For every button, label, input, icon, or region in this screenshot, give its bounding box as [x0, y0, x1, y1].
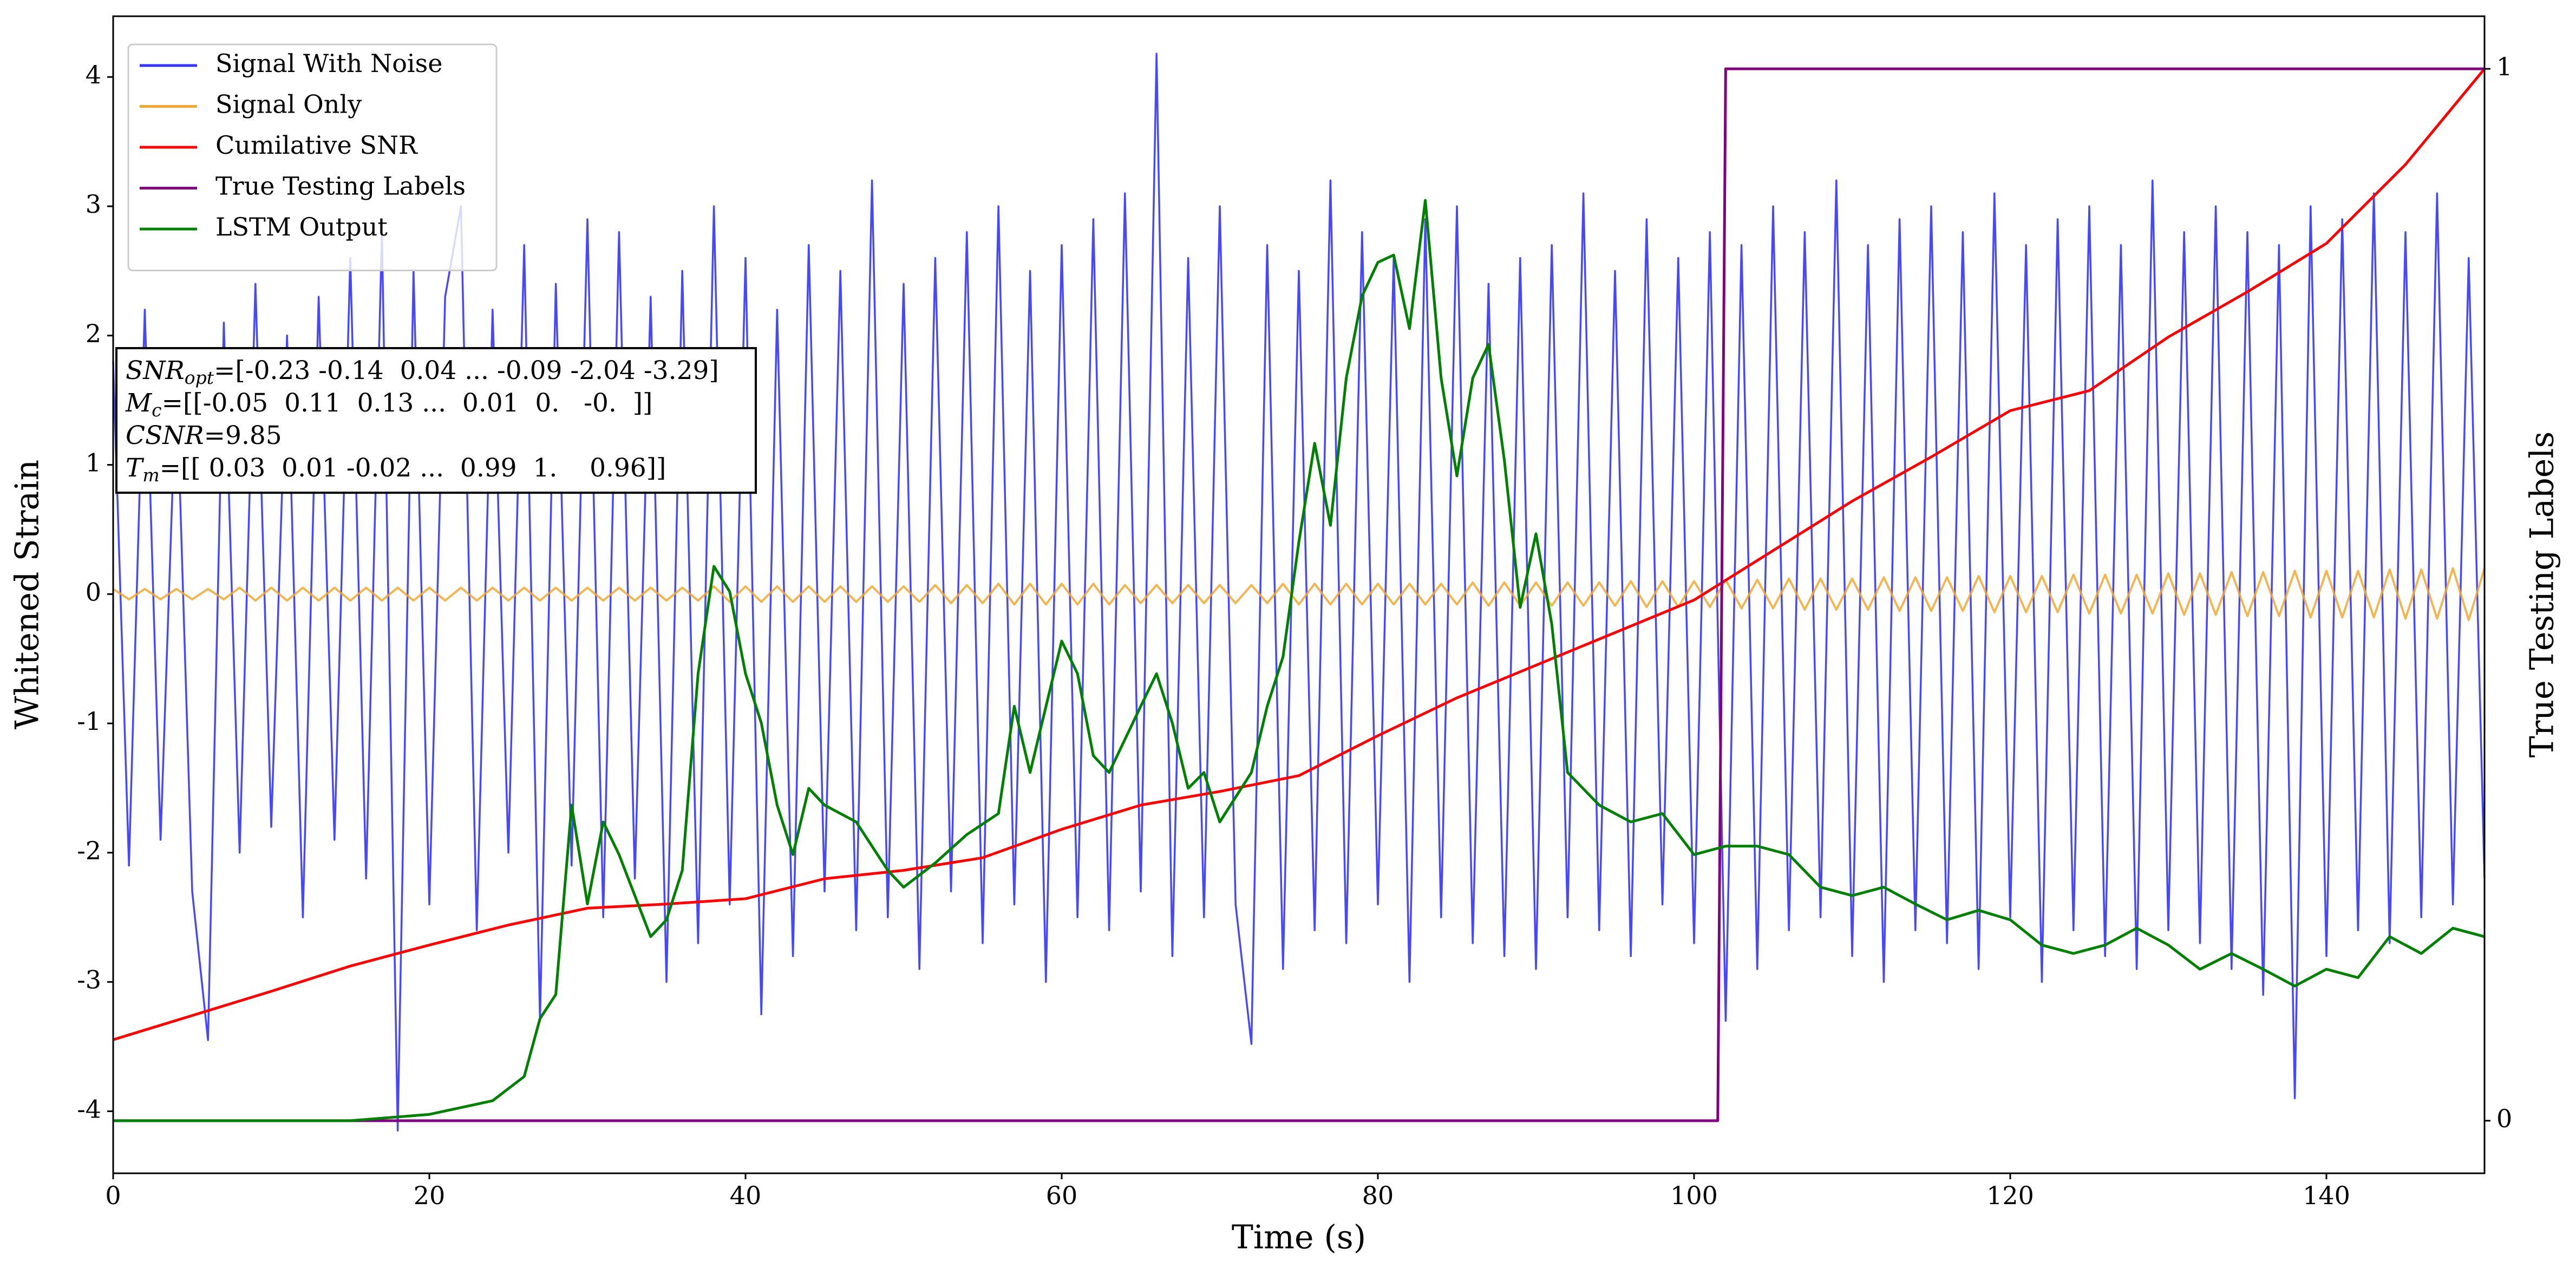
annotation-line: SNRopt=[-0.23 -0.14 0.04 ... -0.09 -2.04… [126, 356, 719, 388]
plot-area [112, 53, 2486, 1132]
annotation-text: =[[ 0.03 0.01 -0.02 ... 0.99 1. 0.96]] [160, 453, 666, 483]
annotation-symbol: SNR [126, 356, 185, 386]
annotation-text: =[-0.23 -0.14 0.04 ... -0.09 -2.04 -3.29… [214, 356, 719, 386]
annotation-line: Tm=[[ 0.03 0.01 -0.02 ... 0.99 1. 0.96]] [126, 453, 666, 486]
legend-frame [127, 43, 498, 271]
annotation-subscript: opt [185, 367, 214, 388]
y-tick-label: -3 [77, 965, 101, 995]
y-tick-label: 3 [86, 190, 101, 219]
x-tick-label: 140 [2303, 1181, 2350, 1210]
annotation-subscript: m [142, 465, 159, 486]
annotation-box: SNRopt=[-0.23 -0.14 0.04 ... -0.09 -2.04… [115, 347, 757, 494]
x-tick-label: 60 [1046, 1181, 1078, 1210]
annotation-line: Mc=[[-0.05 0.11 0.13 ... 0.01 0. -0. ]] [125, 388, 652, 421]
x-tick-label: 80 [1362, 1181, 1394, 1210]
y-tick-label: 4 [86, 60, 101, 89]
x-tick-label: 120 [1986, 1181, 2034, 1210]
series-line [113, 199, 2485, 1122]
y-tick-label: -2 [77, 836, 101, 865]
annotation-symbol: M [125, 388, 153, 418]
y-tick-label: -1 [77, 707, 101, 736]
annotation-text: =[[-0.05 0.11 0.13 ... 0.01 0. -0. ]] [162, 388, 653, 418]
y-tick-label: 0 [86, 577, 101, 606]
series-line [113, 68, 2486, 1041]
annotation-text: =9.85 [204, 421, 282, 450]
x-tick-label: 0 [105, 1181, 121, 1210]
y2-tick-label: 0 [2496, 1104, 2512, 1133]
x-tick-label: 100 [1670, 1181, 1718, 1210]
annotation-frame [115, 347, 757, 494]
series-line [112, 53, 2486, 1132]
series-line [113, 67, 2485, 1122]
legend-label: Cumilative SNR [215, 130, 418, 160]
y-tick-label: -4 [77, 1094, 101, 1123]
annotation-line: CSNR=9.85 [126, 421, 282, 450]
annotation-subscript: c [152, 400, 161, 421]
legend-label: True Testing Labels [215, 172, 466, 201]
x-tick-label: 40 [730, 1181, 762, 1210]
y2-tick-label: 1 [2496, 52, 2512, 81]
series-line [112, 567, 2486, 622]
annotation-symbol: CSNR [126, 421, 204, 450]
annotation-symbol: T [126, 453, 145, 483]
legend-label: Signal Only [215, 90, 362, 119]
legend-label: Signal With Noise [215, 49, 442, 78]
y2-axis-label: True Testing Labels [2523, 432, 2561, 758]
legend: Signal With Noise Signal Only Cumilative S… [127, 43, 498, 271]
legend-label: LSTM Output [215, 212, 388, 241]
x-axis-label: Time (s) [1232, 1219, 1366, 1257]
y-tick-label: 1 [86, 448, 101, 478]
x-tick-label: 20 [414, 1181, 446, 1210]
y-axis-label: Whitened Strain [9, 460, 47, 729]
y-tick-label: 2 [86, 319, 101, 348]
